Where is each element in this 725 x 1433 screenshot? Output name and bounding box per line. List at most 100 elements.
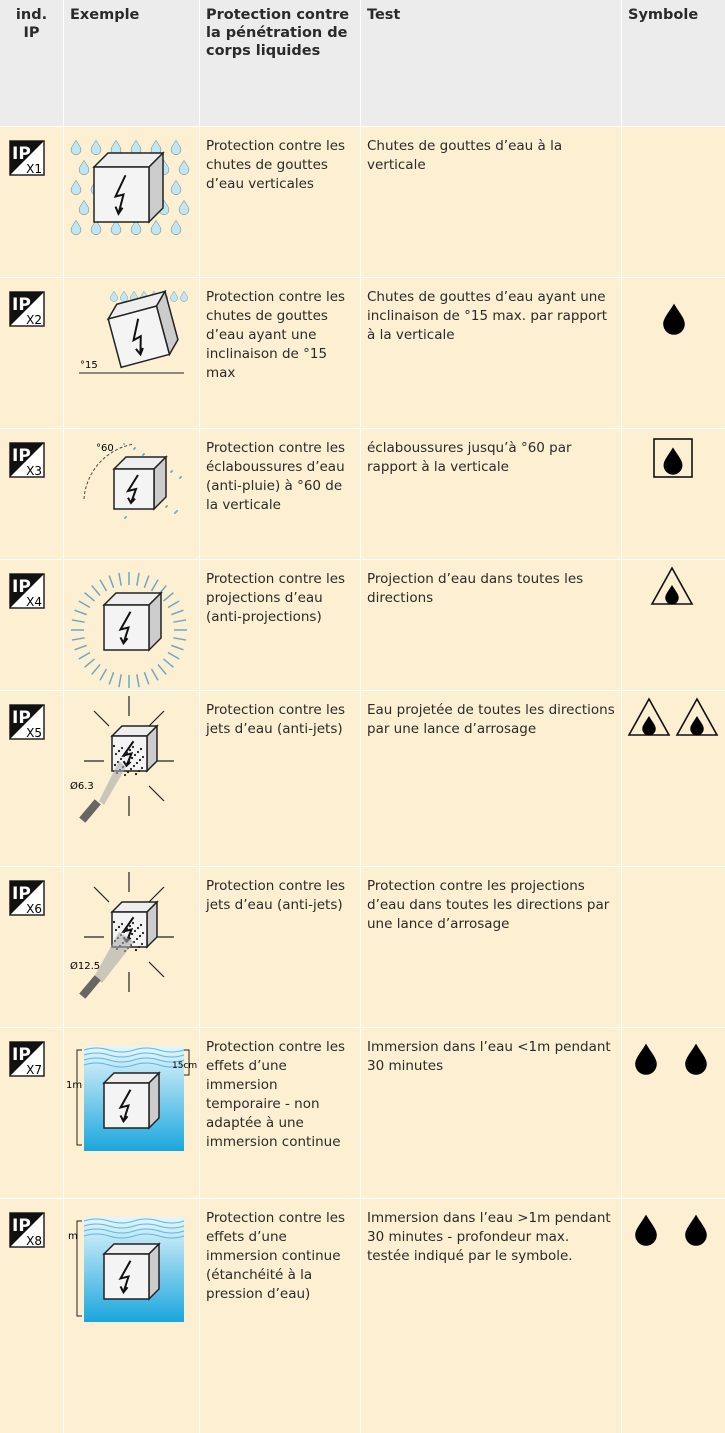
jet-dot: [125, 751, 129, 755]
bracket2: [184, 1049, 190, 1076]
spray-ray: [167, 600, 180, 609]
drop: [78, 160, 90, 175]
protection-text: Protection contre les jets d’eau (anti-j…: [200, 691, 360, 866]
drop: [70, 180, 82, 195]
badge-ip: IP: [12, 708, 31, 728]
badge-code: X5: [26, 726, 42, 740]
wave: [83, 1047, 185, 1053]
example-illustration: °60: [83, 443, 182, 519]
example-cell: °15: [64, 278, 199, 428]
jet-dot: [136, 750, 140, 754]
spray-ray: [71, 637, 85, 641]
symbol-cell: [622, 127, 725, 277]
spray-ray: [99, 579, 108, 592]
badge-corner: [10, 881, 44, 915]
jet-dot: [124, 762, 128, 766]
jet-dot: [113, 763, 117, 767]
symbol: [622, 867, 725, 947]
jet-dot: [140, 766, 144, 770]
arc: [83, 443, 135, 500]
jet-dot: [139, 923, 143, 927]
jet-dot: [120, 922, 124, 926]
diameter-label: Ø12.5: [70, 960, 100, 972]
spray-dot: [171, 470, 173, 472]
drop: [663, 303, 685, 335]
lightning: [118, 611, 132, 646]
ip-cell: IP X8: [0, 1199, 63, 1433]
spray-ray: [157, 663, 167, 675]
badge-ip: IP: [12, 1045, 31, 1065]
jet-dot: [137, 945, 141, 949]
spray-ray: [173, 637, 187, 641]
drop: [665, 585, 679, 605]
badge-code: X2: [26, 313, 42, 327]
table-row: IP X5 Ø6.3 Protection contre les jets d’eau…: [0, 691, 725, 866]
tilted: [106, 289, 179, 369]
spray-dot: [134, 447, 136, 449]
example-cell: Ø12.5: [64, 867, 199, 1027]
spray-ray: [171, 609, 184, 616]
jet-dot: [141, 755, 145, 759]
ip-cell: IP X3: [0, 429, 63, 559]
lightning: [113, 174, 127, 216]
table-row: IP X2 °15 Protection contre les chutes de g…: [0, 278, 725, 428]
nozzle: [79, 975, 101, 999]
spray-dot: [143, 453, 145, 455]
jet-dot: [125, 927, 129, 931]
header-row: ind. IP Exemple Protection contre la pénét…: [0, 0, 725, 126]
jet-dot: [129, 767, 133, 771]
drop: [180, 290, 188, 302]
test-text: Eau projetée de toutes les directions pa…: [361, 691, 621, 866]
spray-ray: [118, 572, 122, 586]
spray-ray: [150, 579, 159, 592]
jet-dot: [122, 930, 126, 934]
example-cell: [64, 560, 199, 690]
angle-label: °60: [96, 443, 114, 454]
drop: [170, 180, 182, 195]
drop: [642, 716, 656, 736]
jet-dot: [134, 772, 138, 776]
table-row: IP X1 Protection contre les chutes de gout…: [0, 127, 725, 277]
ip-cell: IP X7: [0, 1028, 63, 1198]
jet-dot: [127, 759, 131, 763]
badge-ip: IP: [12, 1216, 31, 1236]
ip-cell: IP X1: [0, 127, 63, 277]
drop: [170, 290, 178, 302]
header-cell: Test: [361, 0, 621, 126]
wave: [83, 1218, 185, 1224]
badge-corner: [10, 443, 44, 477]
badge-corner: [10, 141, 44, 175]
jet-dot: [128, 924, 132, 928]
drop: [130, 220, 142, 235]
drop: [635, 1043, 657, 1075]
lightning: [125, 474, 139, 505]
arrow: [148, 785, 165, 802]
symbol: [653, 438, 693, 478]
badge-code: X4: [26, 595, 42, 609]
example-cell: m: [64, 1199, 199, 1433]
test-text: Projection d’eau dans toutes les directi…: [361, 560, 621, 690]
spray-ray: [171, 644, 184, 651]
spray-dot: [180, 476, 182, 478]
wave: [83, 1228, 185, 1234]
symbol-cell: [622, 560, 725, 690]
jet-dot: [131, 921, 135, 925]
jet-dot: [138, 934, 142, 938]
spray-ray: [74, 609, 87, 616]
example-cell: [64, 127, 199, 277]
header-cell: Symbole: [622, 0, 725, 126]
symbol-cell: [622, 429, 725, 559]
jet-dot: [127, 935, 131, 939]
jet-stream: [99, 761, 126, 805]
jet-dot: [137, 769, 141, 773]
jet-dot: [123, 773, 127, 777]
jet-dot: [126, 770, 130, 774]
jet-dot: [139, 747, 143, 751]
symbol: [622, 127, 725, 207]
spray-ray: [71, 619, 85, 623]
ip-cell: IP X4: [0, 560, 63, 690]
jet-dot: [114, 752, 118, 756]
